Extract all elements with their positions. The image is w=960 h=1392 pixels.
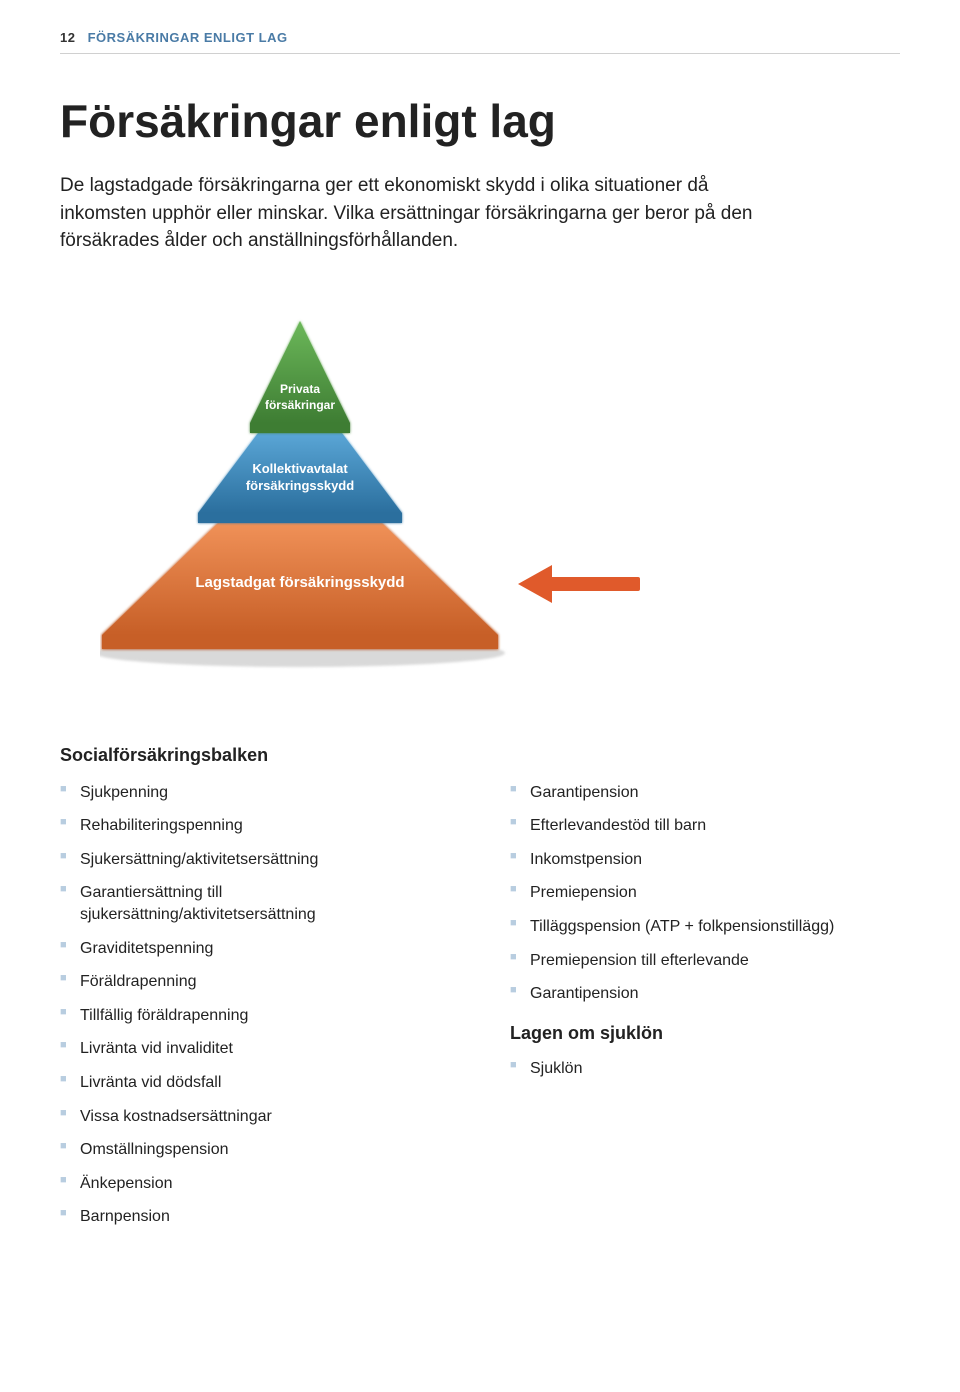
list-item: Tilläggspension (ATP + folkpensionstillä…: [510, 916, 900, 938]
list-item: Vissa kostnadsersättningar: [60, 1106, 450, 1128]
list-item: Garantipension: [510, 983, 900, 1005]
page-number: 12: [60, 30, 75, 45]
list-item: Föräldrapenning: [60, 971, 450, 993]
list-item: Inkomstpension: [510, 849, 900, 871]
pyramid-layer-1-label-line2: försäkringsskydd: [246, 478, 354, 493]
left-column: Sjukpenning Rehabiliteringspenning Sjukers…: [60, 782, 450, 1240]
list-item: Livränta vid dödsfall: [60, 1072, 450, 1094]
pyramid-layer-2-label: Lagstadgat försäkringsskydd: [195, 574, 404, 591]
pyramid-svg: Lagstadgat försäkringsskydd Kollektivavt…: [100, 315, 660, 675]
running-title: FÖRSÄKRINGAR ENLIGT LAG: [88, 30, 288, 45]
list-item: Sjuklön: [510, 1058, 900, 1080]
intro-paragraph: De lagstadgade försäkringarna ger ett ek…: [60, 172, 800, 255]
list-item: Premiepension till efterlevande: [510, 950, 900, 972]
list-item: Garantiersättning till sjukersättning/ak…: [60, 882, 450, 925]
left-list: Sjukpenning Rehabiliteringspenning Sjukers…: [60, 782, 450, 1228]
two-column-lists: Sjukpenning Rehabiliteringspenning Sjukers…: [60, 782, 900, 1240]
arrow-icon: [518, 565, 640, 603]
list-item: Sjukersättning/aktivitetsersättning: [60, 849, 450, 871]
list-item: Sjukpenning: [60, 782, 450, 804]
list-item: Livränta vid invaliditet: [60, 1038, 450, 1060]
page-title: Försäkringar enligt lag: [60, 94, 900, 148]
list-item: Rehabiliteringspenning: [60, 815, 450, 837]
list-item: Garantipension: [510, 782, 900, 804]
pyramid-layer-0-label-line2: försäkringar: [265, 398, 335, 412]
list-item: Efterlevandestöd till barn: [510, 815, 900, 837]
list-item: Tillfällig föräldrapenning: [60, 1005, 450, 1027]
right-sub-heading: Lagen om sjuklön: [510, 1023, 900, 1044]
right-list-b: Sjuklön: [510, 1058, 900, 1080]
list-item: Änkepension: [60, 1173, 450, 1195]
list-item: Graviditetspenning: [60, 938, 450, 960]
pyramid-layer-0-label-line1: Privata: [280, 382, 320, 396]
list-item: Barnpension: [60, 1206, 450, 1228]
pyramid-infographic: Lagstadgat försäkringsskydd Kollektivavt…: [100, 315, 660, 675]
running-header: 12 FÖRSÄKRINGAR ENLIGT LAG: [60, 30, 900, 54]
section-heading: Socialförsäkringsbalken: [60, 745, 900, 766]
list-item: Premiepension: [510, 882, 900, 904]
pyramid-layer-1-label-line1: Kollektivavtalat: [252, 461, 348, 476]
right-column: Garantipension Efterlevandestöd till barn…: [510, 782, 900, 1240]
right-list-a: Garantipension Efterlevandestöd till barn…: [510, 782, 900, 1005]
list-item: Omställningspension: [60, 1139, 450, 1161]
